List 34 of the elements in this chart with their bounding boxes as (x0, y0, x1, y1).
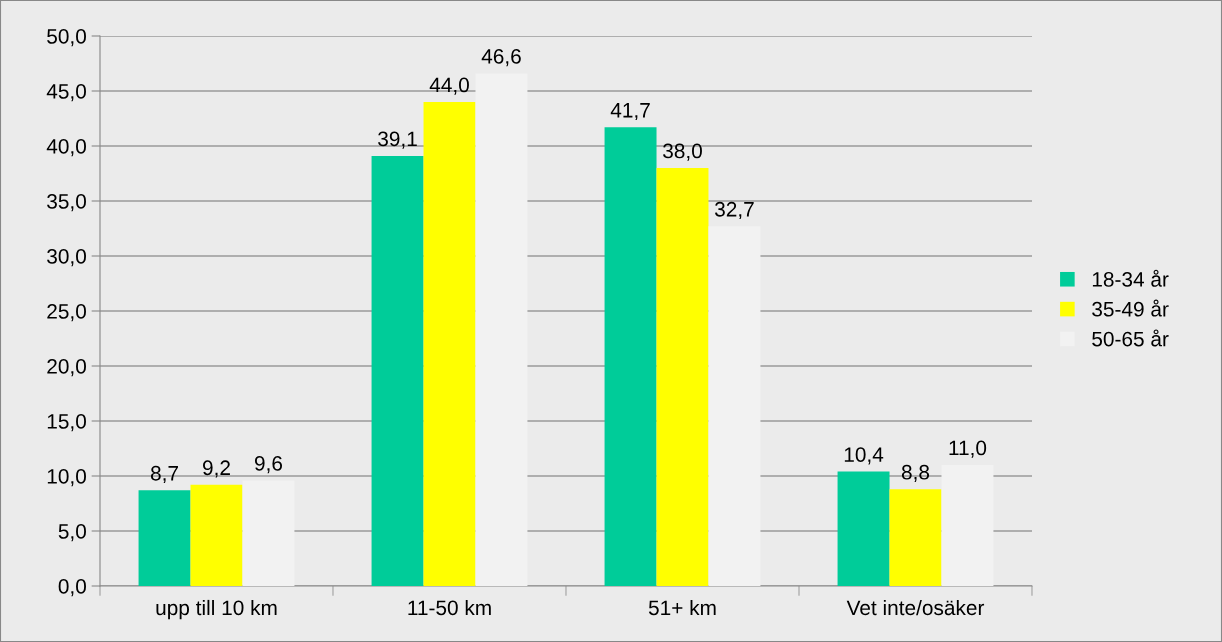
data-label: 8,7 (150, 465, 178, 484)
bar (371, 155, 424, 586)
y-tick-label: 40,0 (46, 139, 86, 157)
data-label: 11,0 (949, 440, 987, 458)
y-tick-label: 15,0 (47, 414, 86, 432)
data-label: 39,1 (378, 131, 417, 149)
legend-label: 18-34 år (1092, 269, 1169, 287)
legend-label: 50-65 år (1092, 329, 1169, 347)
data-label: 46,6 (481, 48, 521, 67)
data-label: 44,0 (429, 77, 469, 95)
data-label: 8,8 (901, 464, 930, 482)
x-tick-label: 51+ km (648, 599, 716, 616)
y-tick-label: 5,0 (58, 524, 86, 542)
bar (138, 490, 191, 586)
data-label: 41,7 (610, 103, 650, 121)
y-tick-label: 10,0 (47, 469, 86, 487)
data-label: 10,4 (844, 447, 884, 465)
data-label: 9,2 (203, 460, 230, 478)
y-tick-label: 20,0 (47, 359, 86, 377)
y-tick-label: 35,0 (47, 194, 86, 212)
y-tick-label: 0,0 (58, 579, 86, 597)
data-label: 9,6 (254, 455, 283, 474)
data-label: 38,0 (663, 143, 702, 161)
x-tick-label: 11-50 km (408, 599, 491, 616)
legend-label: 35-49 år (1092, 299, 1169, 317)
bar (837, 471, 890, 586)
x-tick-label: Vet inte/osäker (846, 599, 985, 616)
y-tick-label: 25,0 (47, 304, 86, 322)
y-tick-label: 50,0 (47, 29, 86, 47)
x-tick-label: upp till 10 km (156, 599, 277, 620)
data-label: 32,7 (714, 201, 754, 220)
bar (604, 127, 657, 586)
y-tick-label: 30,0 (47, 249, 86, 267)
y-tick-label: 45,0 (46, 84, 86, 102)
